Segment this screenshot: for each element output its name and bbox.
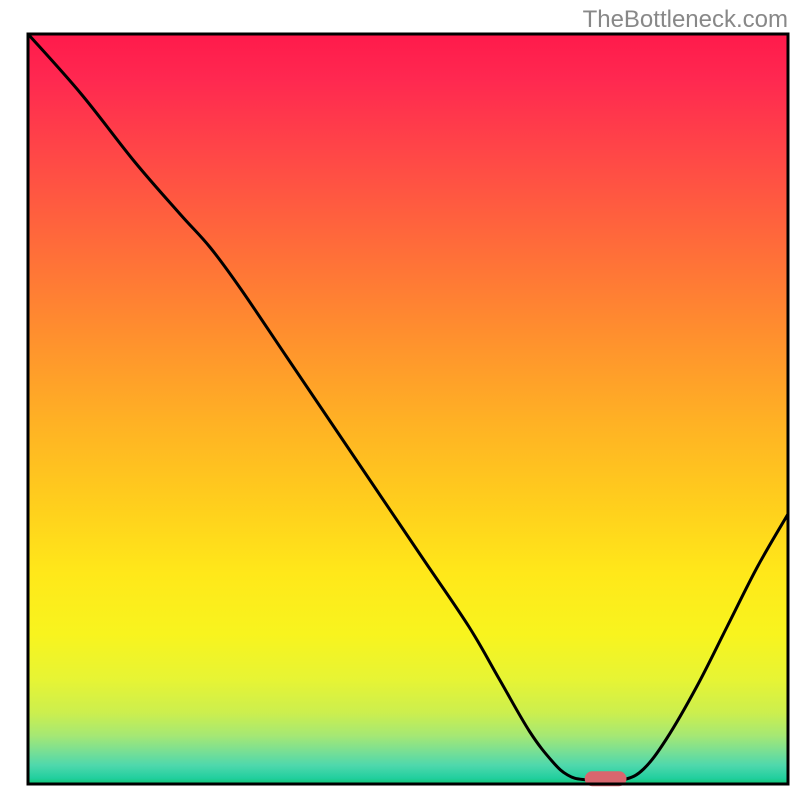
bottleneck-chart bbox=[0, 0, 800, 800]
watermark-text: TheBottleneck.com bbox=[583, 6, 788, 34]
chart-root: TheBottleneck.com bbox=[0, 0, 800, 800]
gradient-field bbox=[28, 34, 788, 784]
